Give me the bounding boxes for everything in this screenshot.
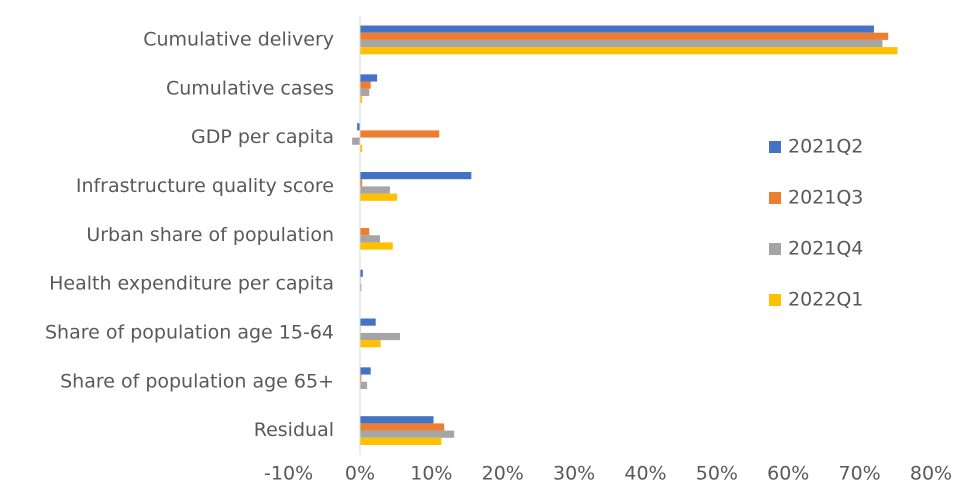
bar xyxy=(359,228,370,236)
legend-label: 2021Q4 xyxy=(788,238,863,260)
bar xyxy=(359,47,898,55)
bar xyxy=(359,416,434,424)
bar xyxy=(352,137,360,145)
y-tick-label: Share of population age 65+ xyxy=(60,370,334,392)
bar xyxy=(359,144,363,152)
legend-label: 2021Q2 xyxy=(788,136,863,158)
legend-label: 2021Q3 xyxy=(788,187,863,209)
y-tick-label: Infrastructure quality score xyxy=(76,175,334,197)
bar xyxy=(359,39,883,48)
bar xyxy=(359,25,874,33)
bar xyxy=(359,172,472,180)
x-tick-label: 10% xyxy=(410,463,452,485)
bar xyxy=(359,81,371,89)
legend-label: 2022Q1 xyxy=(788,289,863,311)
legend-swatch xyxy=(769,243,781,255)
x-tick-label: 50% xyxy=(696,463,738,485)
y-tick-label: Residual xyxy=(254,419,334,441)
bar xyxy=(359,332,400,341)
bar xyxy=(359,179,363,187)
bar xyxy=(359,430,455,438)
bar xyxy=(359,423,445,431)
bar xyxy=(359,367,371,375)
y-tick-label: Urban share of population xyxy=(86,224,334,246)
bar xyxy=(359,269,363,277)
y-tick-label: Cumulative cases xyxy=(166,77,334,99)
x-tick-label: 0% xyxy=(345,463,375,485)
bar xyxy=(359,130,440,138)
bar xyxy=(359,437,442,445)
x-tick-label: 20% xyxy=(482,463,524,485)
y-tick-label: Health expenditure per capita xyxy=(49,273,334,295)
bar xyxy=(359,340,381,348)
bar xyxy=(359,186,390,194)
bar xyxy=(359,88,370,96)
legend-swatch xyxy=(769,294,781,306)
bar xyxy=(359,318,376,326)
legend-swatch xyxy=(769,141,781,153)
bar xyxy=(359,32,889,40)
y-tick-label: Cumulative delivery xyxy=(143,28,334,50)
y-tick-label: Share of population age 15-64 xyxy=(45,321,334,343)
x-tick-label: 40% xyxy=(624,463,666,485)
x-tick-label: 80% xyxy=(910,463,952,485)
bar xyxy=(359,74,378,82)
bar xyxy=(357,123,360,131)
bar xyxy=(359,235,380,243)
bar xyxy=(359,193,398,201)
legend-swatch xyxy=(769,192,781,204)
x-tick-label: 60% xyxy=(767,463,809,485)
bar xyxy=(359,284,362,292)
bar xyxy=(359,95,363,104)
bar xyxy=(359,374,362,382)
bar xyxy=(359,242,393,250)
x-tick-label: 30% xyxy=(553,463,595,485)
bar xyxy=(359,381,368,389)
x-tick-label: 70% xyxy=(839,463,881,485)
y-tick-label: GDP per capita xyxy=(191,126,334,148)
x-tick-label: -10% xyxy=(264,463,313,485)
